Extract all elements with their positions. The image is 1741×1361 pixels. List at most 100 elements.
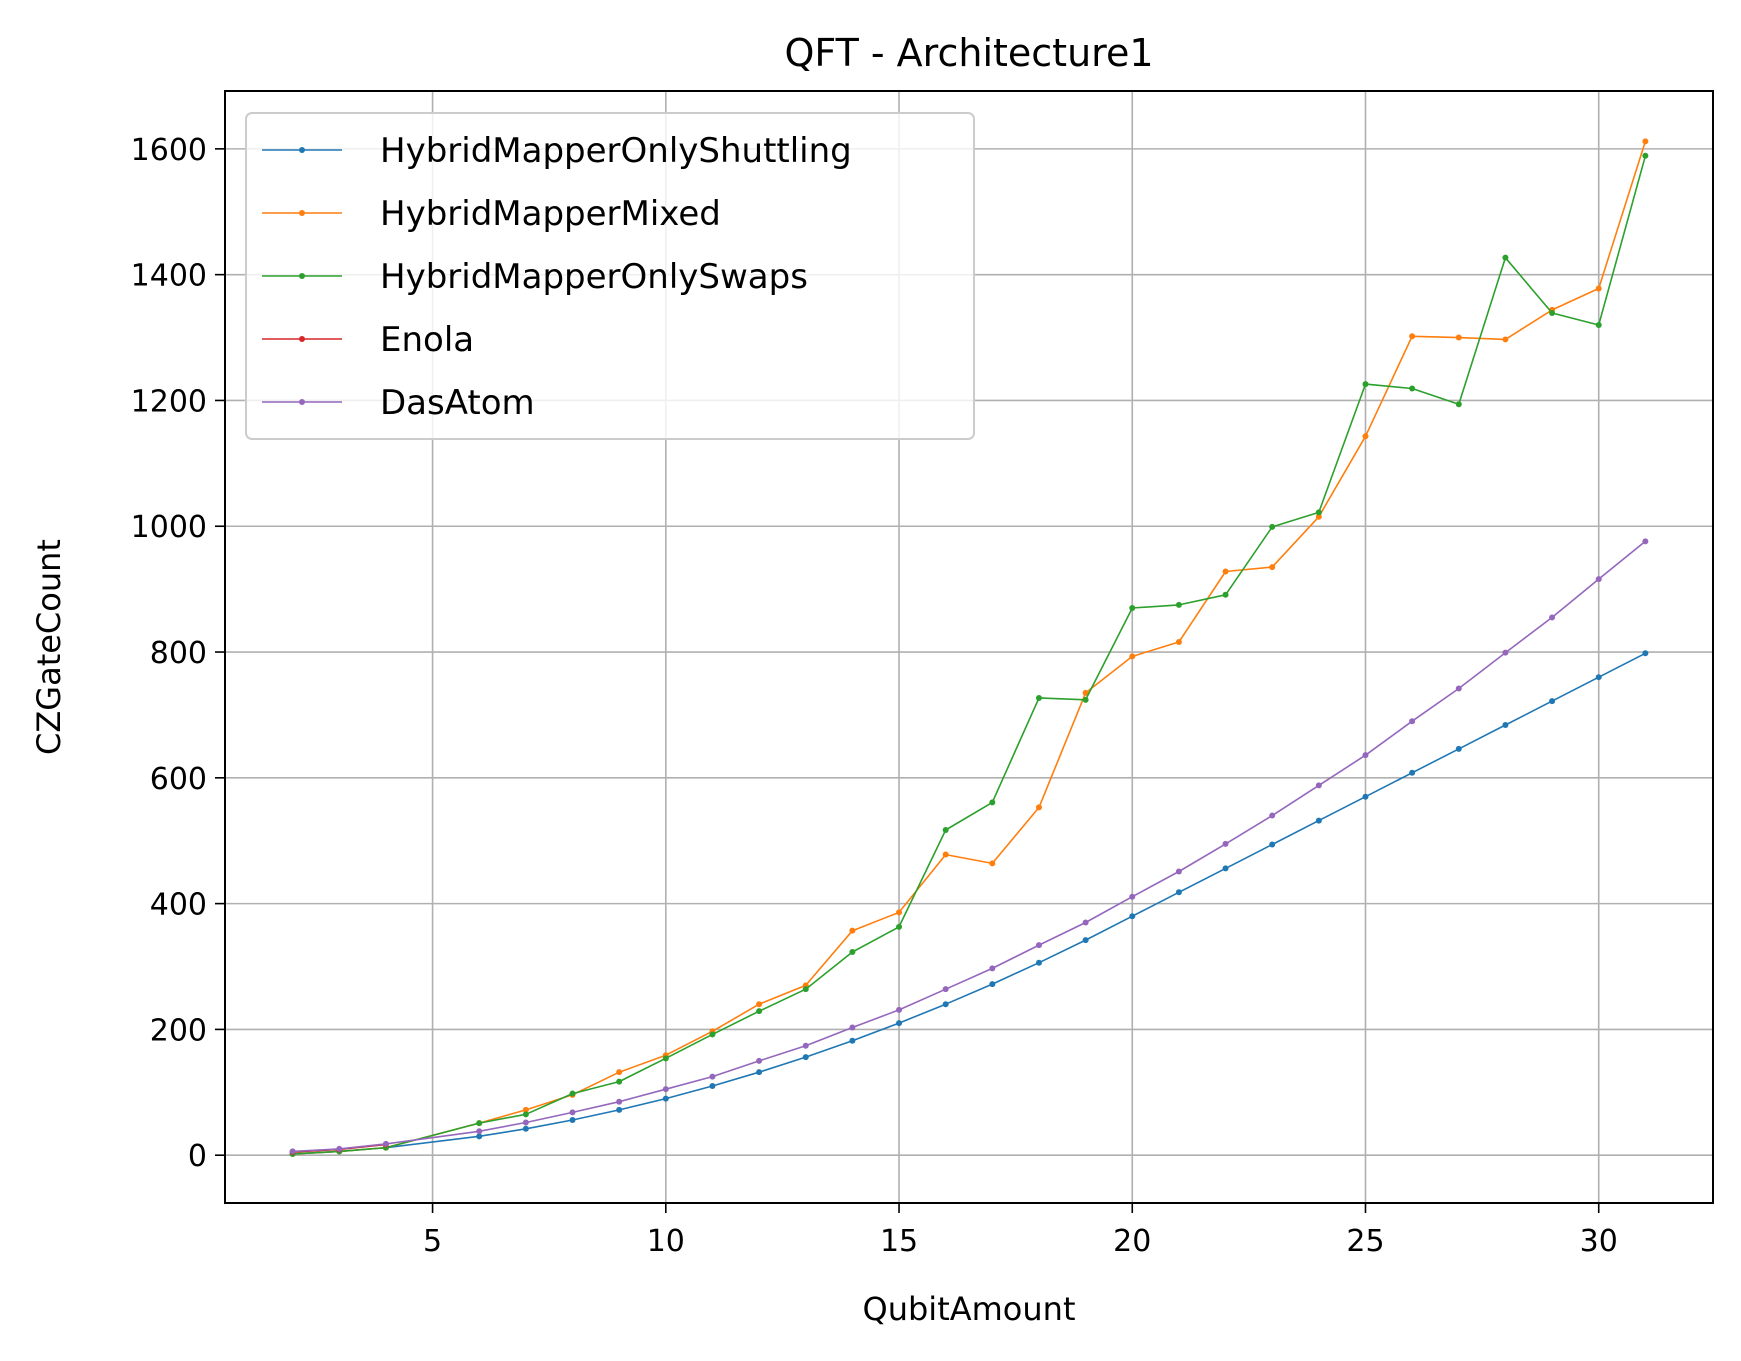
x-axis-label: QubitAmount [863,1290,1076,1328]
series-layer [289,138,1649,1157]
data-point [1315,509,1322,516]
data-point [1222,840,1229,847]
data-point [1082,919,1089,926]
data-point [1269,523,1276,530]
legend-item: HybridMapperOnlyShuttling [262,131,852,171]
data-point [1595,321,1602,328]
data-point [1362,381,1369,388]
data-point [616,1098,623,1105]
legend-marker [299,336,305,342]
x-tick-label: 25 [1346,1224,1384,1259]
data-point [1082,689,1089,696]
data-point [662,1095,669,1102]
data-point [1409,769,1416,776]
data-point [1549,614,1556,621]
legend-item: DasAtom [262,383,535,423]
data-point [1595,576,1602,583]
data-point [942,1001,949,1008]
legend-marker [299,210,305,216]
data-point [942,851,949,858]
data-point [1549,698,1556,705]
data-point [569,1109,576,1116]
data-point [709,1083,716,1090]
legend-marker [299,147,305,153]
legend-item: HybridMapperMixed [262,194,721,234]
legend-label: HybridMapperOnlySwaps [380,257,808,297]
data-point [709,1073,716,1080]
data-point [476,1133,483,1140]
data-point [942,986,949,993]
data-point [1315,513,1322,520]
y-tick-label: 0 [188,1139,207,1174]
data-point [382,1140,389,1147]
data-point [896,923,903,930]
legend-item: HybridMapperOnlySwaps [262,257,808,297]
data-point [1642,650,1649,657]
data-point [1642,138,1649,145]
data-point [1129,653,1136,660]
ticks: 5 10 15 20 25 30 0 200 400 600 800 1000 1200 1400 1600 [131,133,1618,1259]
data-point [802,986,809,993]
data-point [1455,745,1462,752]
data-point [1129,605,1136,612]
data-point [1269,812,1276,819]
data-point [849,927,856,934]
legend-marker [299,399,305,405]
data-point [476,1120,483,1127]
x-tick-label: 20 [1113,1224,1151,1259]
data-point [896,1020,903,1027]
data-point [1409,385,1416,392]
data-point [1175,889,1182,896]
data-point [1175,868,1182,875]
data-point [1502,721,1509,728]
data-point [1035,942,1042,949]
y-tick-label: 600 [150,762,207,797]
data-point [989,860,996,867]
data-point [1175,601,1182,608]
data-point [1502,254,1509,261]
data-point [1502,336,1509,343]
y-tick-label: 200 [150,1013,207,1048]
data-point [1642,152,1649,159]
plot-frame [224,90,1714,1204]
data-point [1035,804,1042,811]
data-point [1315,782,1322,789]
data-point [1269,841,1276,848]
legend-box [245,112,975,440]
data-point [289,1148,296,1155]
legend-label: HybridMapperOnlyShuttling [380,131,852,171]
series-DasAtom [289,538,1649,1155]
data-point [1455,401,1462,408]
x-tick-label: 10 [647,1224,685,1259]
data-point [336,1145,343,1152]
data-point [476,1128,483,1135]
data-point [1455,685,1462,692]
data-point [1455,334,1462,341]
legend: HybridMapperOnlyShuttling HybridMapperMix… [245,112,975,440]
y-tick-label: 800 [150,636,207,671]
data-point [1642,538,1649,545]
data-point [522,1125,529,1132]
x-tick-label: 5 [423,1224,442,1259]
x-tick-label: 30 [1580,1224,1618,1259]
data-point [1409,333,1416,340]
data-point [802,1042,809,1049]
data-point [1595,674,1602,681]
data-point [1269,564,1276,571]
data-point [1549,310,1556,317]
data-point [1222,865,1229,872]
data-point [989,799,996,806]
data-point [662,1055,669,1062]
y-axis-label: CZGateCount [30,539,68,755]
chart-title: QFT - Architecture1 [785,31,1154,75]
data-point [1362,793,1369,800]
data-point [1315,817,1322,824]
data-point [522,1111,529,1118]
data-point [1222,591,1229,598]
data-point [849,1037,856,1044]
data-point [756,1008,763,1015]
data-point [1595,285,1602,292]
data-point [1409,718,1416,725]
data-point [709,1031,716,1038]
